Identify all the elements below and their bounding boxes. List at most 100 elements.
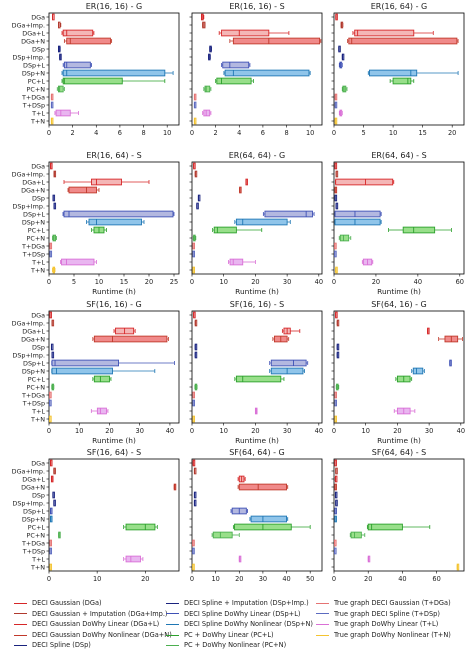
panel-frame: [333, 310, 465, 424]
y-tick-label: DSp+L: [23, 210, 45, 218]
x-tick-label: 25: [170, 278, 178, 286]
legend-item: DECI Spline DoWhy Linear (DSp+L): [166, 609, 313, 620]
legend-label: DECI Spline DoWhy Linear (DSp+L): [184, 609, 301, 618]
box: [264, 210, 313, 218]
x-axis-label: Runtime (h): [377, 436, 421, 445]
box: [235, 375, 282, 383]
x-tick-label: 10: [75, 427, 83, 435]
x-axis-label: Runtime (h): [235, 436, 279, 445]
y-tick-label: T+L: [31, 555, 45, 563]
x-tick-label: 40: [414, 278, 422, 286]
y-tick-label: DGa+L: [22, 178, 45, 186]
panel-frame: [333, 458, 465, 572]
y-tick-label: DSp+N: [22, 515, 45, 523]
panel-frame: [191, 161, 323, 275]
box: [392, 77, 412, 85]
y-tick-label: DGa: [31, 311, 45, 319]
y-tick-label: PC+N: [27, 531, 46, 539]
y-tick-label: T+N: [30, 266, 45, 274]
box: [62, 77, 123, 85]
y-tick-label: PC+L: [28, 226, 46, 234]
legend-swatch: [316, 602, 329, 604]
x-tick-label: 20: [448, 129, 456, 137]
legend-label: PC + DoWhy Nonlinear (PC+N): [184, 641, 287, 650]
x-tick-label: 40: [282, 575, 290, 583]
x-tick-label: 5: [72, 278, 76, 286]
x-tick-label: 8: [141, 129, 145, 137]
y-tick-label: T+DSp: [22, 101, 45, 109]
x-tick-label: 20: [251, 278, 259, 286]
x-tick-label: 20: [372, 278, 380, 286]
legend-label: DECI Spline DoWhy Nonlinear (DSp+N): [184, 620, 314, 629]
box: [51, 359, 119, 367]
legend-label: DECI Spline + Imputation (DSp+Imp.): [184, 599, 309, 607]
box: [270, 359, 307, 367]
box: [334, 218, 381, 226]
x-axis-label: Runtime (h): [92, 436, 136, 445]
x-tick-label: 15: [120, 278, 128, 286]
legend-column-1: DECI Gaussian (DGa) DECI Gaussian + Impu…: [14, 598, 172, 651]
panel-title: SF(16, 16) - G: [86, 300, 142, 309]
legend-item: DECI Gaussian + Imputation (DGa+Imp.): [14, 609, 172, 620]
x-tick-label: 20: [364, 575, 372, 583]
box: [63, 210, 174, 218]
x-tick-label: 0: [190, 575, 194, 583]
legend-column-2: DECI Spline + Imputation (DSp+Imp.) DECI…: [166, 598, 313, 651]
legend-swatch: [14, 613, 27, 615]
box: [203, 109, 211, 117]
y-tick-label: T+N: [30, 415, 45, 423]
x-tick-label: 60: [432, 575, 440, 583]
x-tick-label: 4: [237, 129, 241, 137]
panel-frame: [48, 12, 180, 126]
y-tick-label: DGa+L: [22, 327, 45, 335]
panel-title: SF(64, 64) - S: [372, 448, 426, 457]
box: [221, 29, 270, 37]
box: [61, 258, 95, 266]
x-tick-label: 0: [190, 427, 194, 435]
y-tick-label: DGa+Imp.: [12, 319, 45, 327]
y-tick-label: DGa+N: [21, 483, 45, 491]
box: [68, 186, 97, 194]
x-axis-label: Runtime (h): [235, 287, 279, 296]
y-tick-label: T+N: [30, 117, 45, 125]
x-tick-label: 10: [220, 427, 228, 435]
box: [222, 61, 250, 69]
x-tick-label: 50: [306, 575, 314, 583]
y-tick-label: T+DGa: [21, 93, 45, 101]
legend-label: DECI Gaussian (DGa): [32, 599, 102, 607]
x-axis-label: Runtime (h): [92, 287, 136, 296]
x-tick-label: 10: [93, 575, 101, 583]
x-tick-label: 40: [315, 427, 323, 435]
y-tick-label: DGa+N: [21, 186, 45, 194]
panel-title: SF(16, 16) - S: [230, 300, 284, 309]
y-tick-label: DGa: [31, 459, 45, 467]
box: [339, 234, 350, 242]
x-tick-label: 60: [456, 278, 464, 286]
y-tick-label: DSp+Imp.: [12, 351, 45, 359]
panel-title: SF(64, 16) - G: [371, 300, 427, 309]
panel-title: ER(16, 64) - G: [371, 2, 427, 11]
panel-frame: [191, 458, 323, 572]
box: [354, 29, 415, 37]
y-tick-label: T+DSp: [22, 547, 45, 555]
y-tick-label: T+N: [30, 563, 45, 571]
x-tick-label: 0: [332, 278, 336, 286]
panel-frame: [191, 310, 323, 424]
x-tick-label: 40: [398, 575, 406, 583]
x-tick-label: 40: [315, 278, 323, 286]
panel-frame: [191, 12, 323, 126]
y-tick-label: DGa+L: [22, 29, 45, 37]
x-tick-label: 30: [283, 427, 291, 435]
x-tick-label: 0: [332, 427, 336, 435]
y-tick-label: T+DSp: [22, 250, 45, 258]
box: [402, 226, 436, 234]
x-tick-label: 40: [457, 427, 465, 435]
x-tick-label: 20: [393, 427, 401, 435]
x-tick-label: 30: [283, 278, 291, 286]
panel-frame: [48, 310, 180, 424]
box: [348, 37, 458, 45]
y-tick-label: DGa: [31, 162, 45, 170]
box: [62, 69, 166, 77]
legend-label: PC + DoWhy Linear (PC+L): [184, 630, 274, 639]
y-tick-label: T+DGa: [21, 391, 45, 399]
